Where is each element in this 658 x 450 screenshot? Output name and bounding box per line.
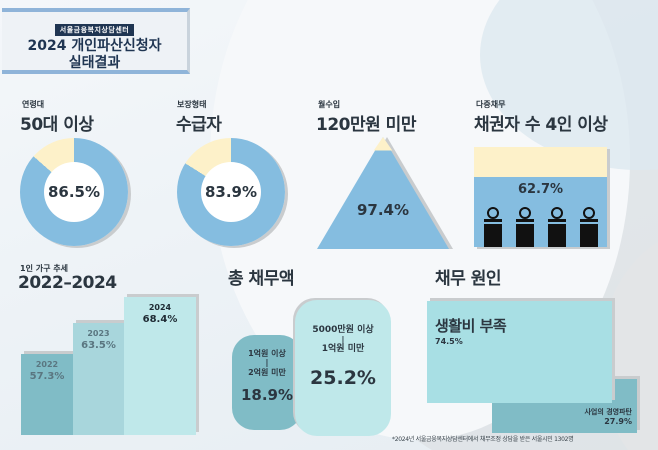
person-icon [546, 207, 568, 247]
person-icon [514, 207, 536, 247]
page-title: 2024 개인파산신청자 실태결과 [27, 38, 162, 71]
debt-bubble-large: 5000만원 이상 | 1억원 미만 25.2% [295, 300, 391, 436]
income-category: 월수입 [318, 100, 341, 109]
debt-large-value: 25.2% [310, 367, 376, 389]
security-value: 83.9% [201, 162, 261, 222]
age-headline: 50대 이상 [20, 115, 94, 135]
total-debt-headline: 총 채무액 [228, 269, 294, 289]
multi-debt-value: 62.7% [517, 182, 564, 197]
age-category: 연령대 [22, 100, 45, 109]
debt-small-value: 18.9% [240, 386, 294, 404]
org-label: 서울금융복지상담센터 [54, 24, 135, 36]
income-triangle-chart: 97.4% [317, 137, 453, 249]
bar-2022: 2022 57.3% [21, 354, 73, 435]
multi-debt-category: 다중채무 [476, 100, 506, 109]
creditors-chart: 62.7% [474, 147, 607, 247]
age-donut-chart: 86.5% [20, 138, 128, 246]
household-headline: 2022–2024 [18, 273, 117, 293]
income-headline: 120만원 미만 [316, 115, 416, 135]
security-category: 보장형태 [177, 100, 207, 109]
debt-cause-headline: 채무 원인 [435, 269, 501, 289]
household-category: 1인 가구 추세 [20, 264, 68, 273]
age-value: 86.5% [44, 162, 104, 222]
person-icon [482, 207, 504, 247]
bar-2024: 2024 68.4% [124, 297, 196, 435]
security-donut-chart: 83.9% [177, 138, 285, 246]
cause-main-box: 생활비 부족 74.5% [427, 301, 612, 403]
multi-debt-headline: 채권자 수 4인 이상 [474, 115, 608, 135]
bar-2023: 2023 63.5% [73, 323, 124, 435]
title-box: 서울금융복지상담센터 2024 개인파산신청자 실태결과 [2, 8, 190, 74]
footnote: *2024년 서울금융복지상담센터에서 채무조정 상담을 받은 서울시민 130… [392, 436, 574, 443]
person-icon [578, 207, 600, 247]
security-headline: 수급자 [176, 115, 222, 135]
income-value: 97.4% [356, 201, 410, 219]
creditors-icons [482, 207, 600, 247]
debt-bubble-small: 1억원 이상 | 2억원 미만 18.9% [232, 335, 302, 430]
